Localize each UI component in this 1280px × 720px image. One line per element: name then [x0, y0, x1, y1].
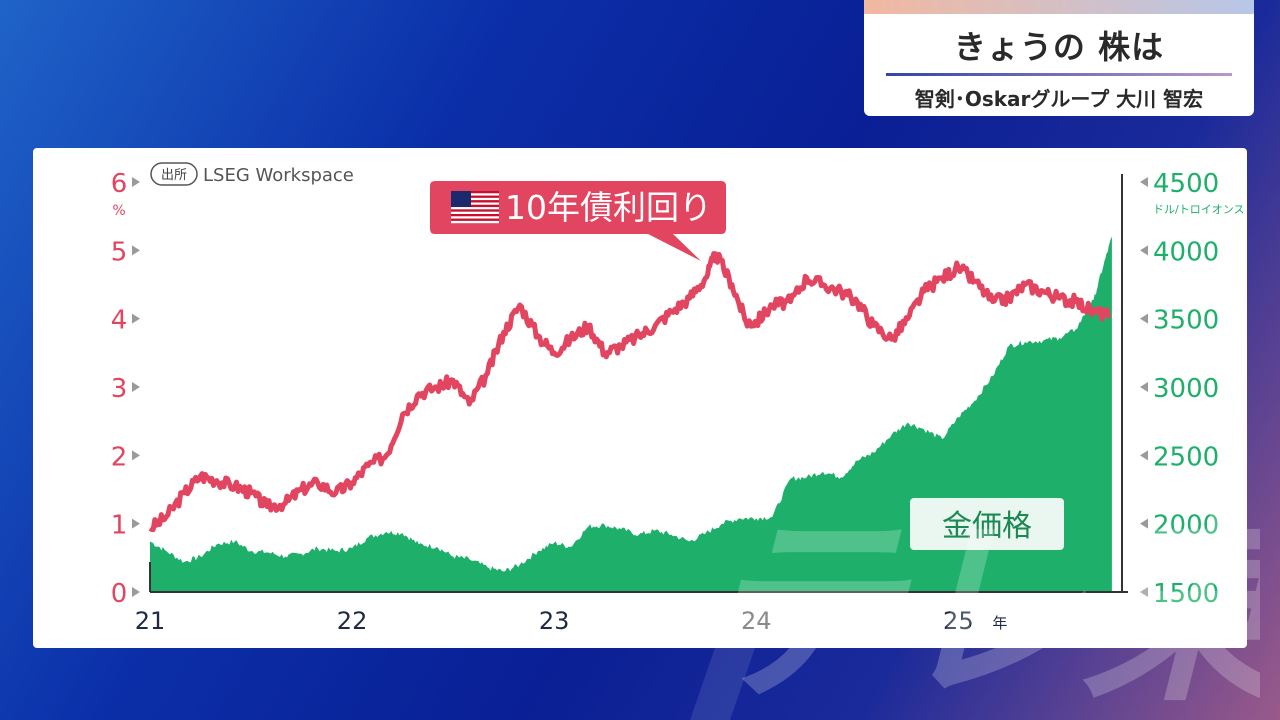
gold-callout-box	[910, 498, 1064, 550]
flag-stripe	[451, 207, 499, 210]
source-name: LSEG Workspace	[203, 165, 354, 186]
left-tick-label: 6	[111, 169, 128, 199]
gold-callout-label: 金価格	[942, 509, 1032, 544]
flag-stripe	[451, 216, 499, 219]
flag-stripe	[451, 197, 499, 201]
left-tick-label: 0	[111, 579, 128, 609]
flag-stripe	[451, 214, 499, 217]
title-divider	[886, 73, 1232, 76]
right-tick-arrow	[1140, 313, 1148, 324]
right-tick-label: 3000	[1153, 374, 1219, 404]
left-tick-arrow	[132, 245, 140, 256]
segment-title: きょうの 株は	[953, 28, 1165, 66]
right-tick-arrow	[1140, 587, 1148, 597]
left-tick-label: 4	[111, 306, 128, 336]
flag-stripe	[451, 200, 499, 203]
right-tick-label: 4000	[1153, 237, 1219, 267]
left-tick-arrow	[132, 518, 140, 529]
flag-stripe	[451, 218, 499, 221]
flag-stripe	[451, 204, 499, 208]
left-tick-arrow	[132, 313, 140, 324]
yield-callout-box	[430, 181, 726, 261]
flag-stripe	[451, 191, 499, 194]
left-tick-arrow	[132, 177, 140, 187]
x-tick-label: 24	[741, 607, 772, 635]
us-flag-icon	[451, 191, 499, 224]
chart: 0123456%1500200025003000350040004500ドル/ト…	[111, 162, 1245, 635]
gold-price-area	[150, 236, 1112, 592]
left-tick-arrow	[132, 450, 140, 461]
source-tag: 出所	[161, 168, 187, 183]
left-tick-label: 1	[111, 511, 128, 541]
left-tick-arrow	[132, 382, 140, 392]
right-tick-label: 2000	[1153, 511, 1219, 541]
right-tick-label: 3500	[1153, 306, 1219, 336]
left-tick-arrow	[132, 587, 140, 597]
right-tick-label: 4500	[1153, 169, 1219, 199]
left-axis-unit: %	[112, 203, 125, 219]
source-tag-pill	[150, 162, 198, 186]
flag-canton	[451, 191, 471, 207]
left-tick-label: 5	[111, 237, 128, 267]
left-tick-label: 3	[111, 374, 128, 404]
right-tick-arrow	[1140, 245, 1148, 256]
flag-stripe	[451, 211, 499, 214]
flag-stripe	[451, 193, 499, 196]
right-tick-label: 2500	[1153, 442, 1219, 472]
gold-callout: 金価格	[910, 498, 1064, 550]
flag-stripe	[451, 202, 499, 205]
x-tick-label: 23	[539, 607, 570, 635]
presenter-name: 智剣･Oskarグループ 大川 智宏	[914, 87, 1204, 111]
right-tick-arrow	[1140, 450, 1148, 461]
right-tick-arrow	[1140, 177, 1148, 187]
yield-callout-label: 10年債利回り	[505, 188, 712, 227]
flag-stripe	[451, 209, 499, 212]
flag-stripe	[451, 220, 499, 224]
x-tick-label: 21	[135, 607, 166, 635]
chart-card: 0 1 2 3 4 5 6% 1500 2000 2500 3000 3500 4000 4500 ドル/ト…	[33, 148, 1247, 648]
right-axis-unit: ドル/トロイオンス	[1153, 203, 1245, 216]
segment-title-box: きょうの 株は 智剣･Oskarグループ 大川 智宏	[864, 0, 1254, 116]
right-tick-label: 1500	[1153, 579, 1219, 609]
x-axis-unit: 年	[992, 614, 1007, 632]
flag-stripe	[451, 195, 499, 198]
yield-callout: 10年債利回り	[430, 181, 726, 261]
x-tick-label: 25	[943, 607, 974, 635]
title-accent-bar	[864, 0, 1254, 14]
yield-line	[148, 251, 1112, 533]
left-tick-label: 2	[111, 442, 128, 472]
right-tick-arrow	[1140, 518, 1148, 529]
right-tick-arrow	[1140, 382, 1148, 392]
x-tick-label: 22	[337, 607, 368, 635]
